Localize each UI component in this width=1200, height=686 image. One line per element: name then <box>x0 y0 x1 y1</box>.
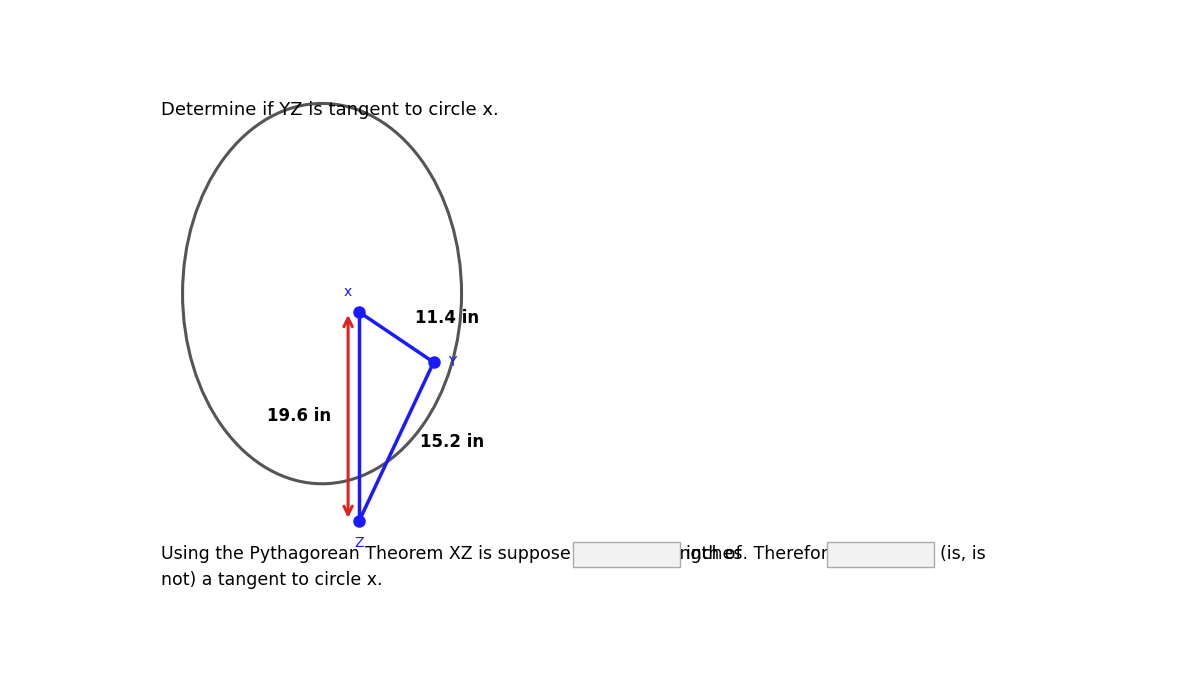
Text: Using the Pythagorean Theorem XZ is suppose to have a length of: Using the Pythagorean Theorem XZ is supp… <box>161 545 742 563</box>
Text: 11.4 in: 11.4 in <box>415 309 479 327</box>
Text: Z: Z <box>354 536 364 549</box>
Text: 19.6 in: 19.6 in <box>268 407 331 425</box>
Text: 15.2 in: 15.2 in <box>420 432 484 451</box>
FancyBboxPatch shape <box>827 542 934 567</box>
Text: x: x <box>344 285 353 299</box>
FancyBboxPatch shape <box>574 542 680 567</box>
Text: Y: Y <box>448 355 456 369</box>
Text: (is, is: (is, is <box>940 545 985 563</box>
Text: Determine if YZ is tangent to circle x.: Determine if YZ is tangent to circle x. <box>161 101 499 119</box>
Text: inches. Therefore YZ: inches. Therefore YZ <box>685 545 866 563</box>
Text: not) a tangent to circle x.: not) a tangent to circle x. <box>161 571 383 589</box>
